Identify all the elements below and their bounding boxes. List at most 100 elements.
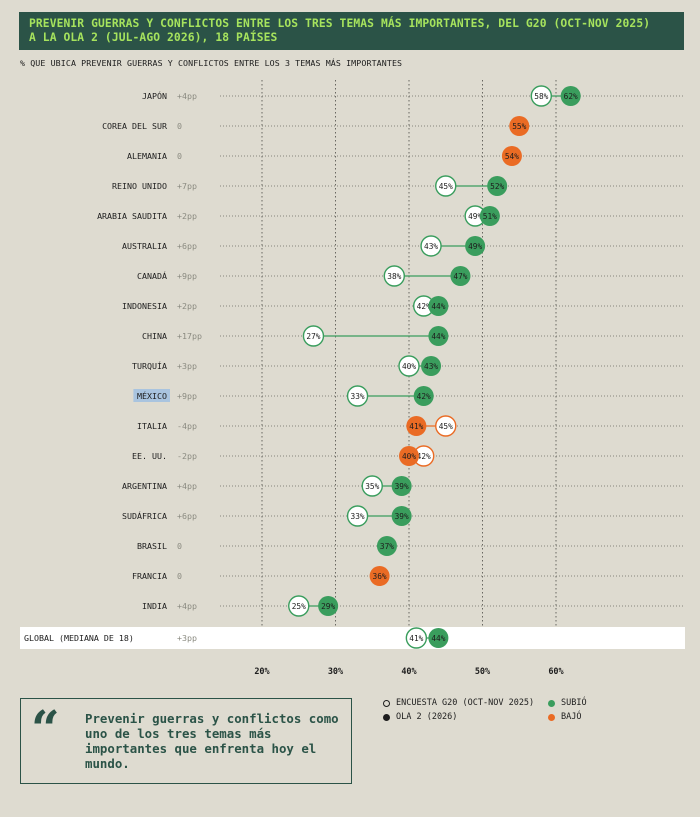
ola2-value-label: 41% [409,422,423,431]
ola2-point [406,416,427,436]
change-label: -2pp [177,451,197,461]
country-label: INDONESIA [122,301,167,311]
g20-point [530,85,552,107]
g20-value-label: 45% [439,182,453,191]
ola2-point [369,566,390,586]
g20-value-label: 38% [387,272,401,281]
change-label: +4pp [177,91,197,101]
ola2-value-label: 54% [505,152,519,161]
g20-point [346,385,369,407]
country-label: BRASIL [137,541,167,551]
change-label: +9pp [177,391,197,401]
g20-value-label: 45% [439,422,453,431]
chart-subtitle: % QUE UBICA PREVENIR GUERRAS Y CONFLICTO… [20,58,403,68]
legend-label-ola2: OLA 2 (2026) [396,712,458,722]
ola2-value-label: 29% [321,602,335,611]
g20-point [361,475,383,497]
g20-value-label: 40% [402,362,416,371]
ola2-point [376,536,397,556]
g20-point [346,505,369,527]
g20-point [288,595,310,617]
ola2-point [501,146,522,166]
x-tick-label: 50% [475,667,491,677]
change-label: +6pp [177,241,197,251]
g20-point [435,175,457,197]
country-label: TURQUÍA [132,360,167,371]
ola2-value-label: 39% [395,482,409,491]
green-circle-icon [548,699,555,707]
legend-item-ola2: OLA 2 (2026) [383,712,457,722]
ola2-point [428,628,449,648]
country-label: GLOBAL (MEDIANA DE 18) [24,633,134,643]
x-tick-label: 20% [254,667,270,677]
ola2-point [465,236,486,256]
g20-value-label: 33% [351,512,365,521]
change-label: +3pp [177,361,197,371]
highlight-box [133,389,170,402]
country-label: CANADÁ [137,270,167,281]
change-label: +2pp [177,301,197,311]
legend-label-up: SUBIÓ [561,698,587,708]
country-label: ARGENTINA [122,481,167,491]
change-label: +4pp [177,601,197,611]
change-label: +17pp [177,331,202,341]
global-row-band [20,627,685,649]
ola2-value-label: 36% [373,572,387,581]
g20-value-label: 42% [417,452,431,461]
quote-box: “ Prevenir guerras y conflictos como uno… [20,698,352,784]
g20-value-label: 27% [306,332,320,341]
ola2-point [399,446,419,466]
ola2-value-label: 49% [468,242,482,251]
x-tick-label: 40% [401,667,417,677]
change-label: +7pp [177,181,197,191]
hollow-circle-icon [383,699,390,707]
ola2-value-label: 51% [483,212,497,221]
chart-title-line-1: PREVENIR GUERRAS Y CONFLICTOS ENTRE LOS … [29,17,651,30]
change-label: +3pp [177,633,197,643]
ola2-value-label: 44% [431,634,445,643]
ola2-value-label: 55% [512,122,526,131]
ola2-point [479,206,500,226]
ola2-point [318,596,339,616]
country-label: MÉXICO [137,390,167,401]
g20-point [435,415,457,437]
ola2-point [509,116,530,136]
ola2-point [428,326,449,346]
g20-value-label: 25% [292,602,306,611]
quote-mark-icon: “ [31,699,60,758]
country-label: INDIA [142,601,167,611]
country-label: AUSTRALIA [122,241,167,251]
change-label: 0 [177,121,182,131]
ola2-value-label: 43% [424,362,438,371]
legend-label-down: BAJÓ [561,712,582,722]
legend-item-down: BAJÓ [548,712,581,722]
ola2-value-label: 42% [417,392,431,401]
g20-point [302,325,325,347]
ola2-value-label: 44% [431,332,445,341]
change-label: +2pp [177,211,197,221]
change-label: 0 [177,151,182,161]
change-label: +4pp [177,481,197,491]
country-label: ALEMANIA [127,151,167,161]
country-label: SUDÁFRICA [122,510,167,521]
country-label: ITALIA [137,421,167,431]
legend-label-g20: ENCUESTA G20 (OCT-NOV 2025) [396,698,535,708]
country-label: EE. UU. [132,451,167,461]
change-label: 0 [177,571,182,581]
chart-title-line-2: A LA OLA 2 (JUL-AGO 2026), 18 PAÍSES [29,31,278,44]
ola2-value-label: 40% [402,452,416,461]
ola2-point [560,86,581,106]
ola2-point [421,356,442,376]
country-label: FRANCIA [132,571,167,581]
ola2-point [450,266,471,286]
g20-value-label: 41% [409,634,423,643]
ola2-value-label: 44% [431,302,445,311]
ola2-point [413,386,434,406]
change-label: -4pp [177,421,197,431]
x-tick-label: 30% [328,667,344,677]
country-label: CHINA [142,331,167,341]
ola2-point [391,506,412,526]
chart-header: PREVENIR GUERRAS Y CONFLICTOS ENTRE LOS … [19,12,684,50]
country-label: COREA DEL SUR [102,121,167,131]
ola2-point [391,476,412,496]
